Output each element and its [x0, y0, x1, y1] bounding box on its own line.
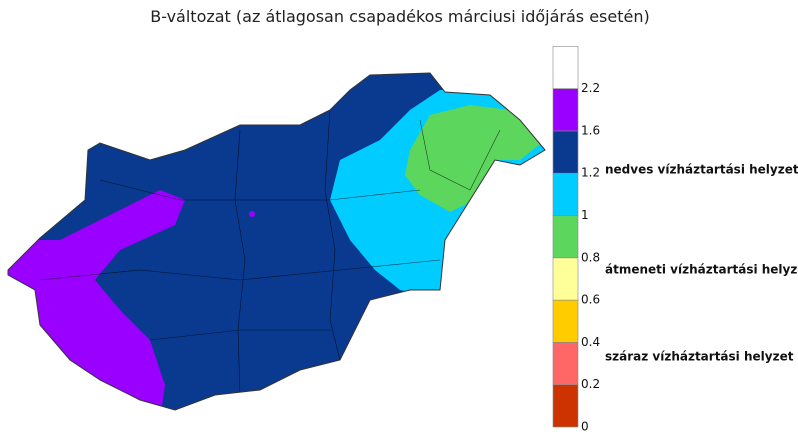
region-spot: [249, 211, 255, 217]
legend-swatch: [552, 88, 579, 132]
legend-category-label: átmeneti vízháztartási helyzet: [605, 263, 798, 277]
legend-tick-label: 0.6: [581, 293, 600, 307]
legend-tick-label: 0: [581, 420, 589, 434]
legend-swatch: [552, 130, 579, 174]
legend-swatch: [552, 342, 579, 385]
legend: 0 0.2 0.4 0.6 0.8 1 1.2 1.6 2.2 nedves vízháztart…: [552, 45, 798, 434]
legend-swatch: [552, 299, 579, 343]
legend-tick-label: 0.8: [581, 250, 600, 264]
region-transition: [405, 105, 545, 212]
legend-swatch: [552, 45, 579, 89]
legend-swatch: [552, 384, 579, 428]
legend-tick-label: 1: [581, 208, 589, 222]
legend-tick-label: 2.2: [581, 81, 600, 95]
legend-swatch: [552, 172, 579, 216]
legend-tick-label: 1.2: [581, 166, 600, 180]
boundaries: [39, 109, 501, 396]
legend-tick-label: 0.4: [581, 335, 600, 349]
legend-swatch: [552, 257, 579, 301]
legend-swatch: [552, 215, 579, 259]
map-regions: [8, 73, 545, 410]
legend-tick-label: 1.6: [581, 123, 600, 137]
legend-category-label: nedves vízháztartási helyzet: [605, 163, 798, 177]
legend-category-label: száraz vízháztartási helyzet: [605, 350, 794, 364]
map-title: B-változat (az átlagosan csapadékos márc…: [150, 7, 649, 26]
legend-tick-label: 0.2: [581, 377, 600, 391]
